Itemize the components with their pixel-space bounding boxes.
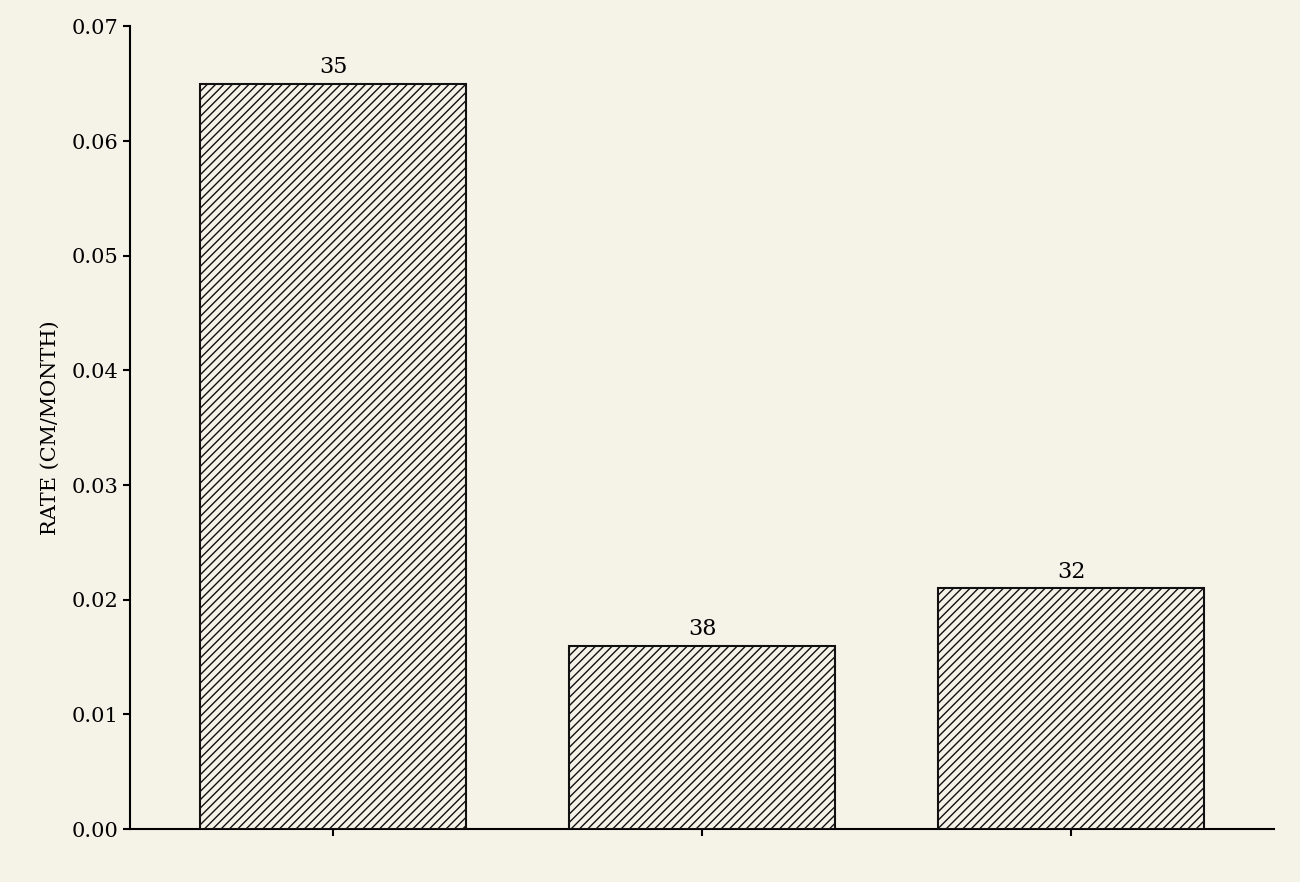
Text: 35: 35 bbox=[318, 56, 347, 78]
Y-axis label: RATE (CM/MONTH): RATE (CM/MONTH) bbox=[42, 320, 60, 535]
Text: 38: 38 bbox=[688, 618, 716, 639]
Text: 32: 32 bbox=[1057, 561, 1086, 582]
Bar bbox=[939, 588, 1204, 829]
Bar bbox=[200, 84, 465, 829]
Bar bbox=[569, 646, 835, 829]
